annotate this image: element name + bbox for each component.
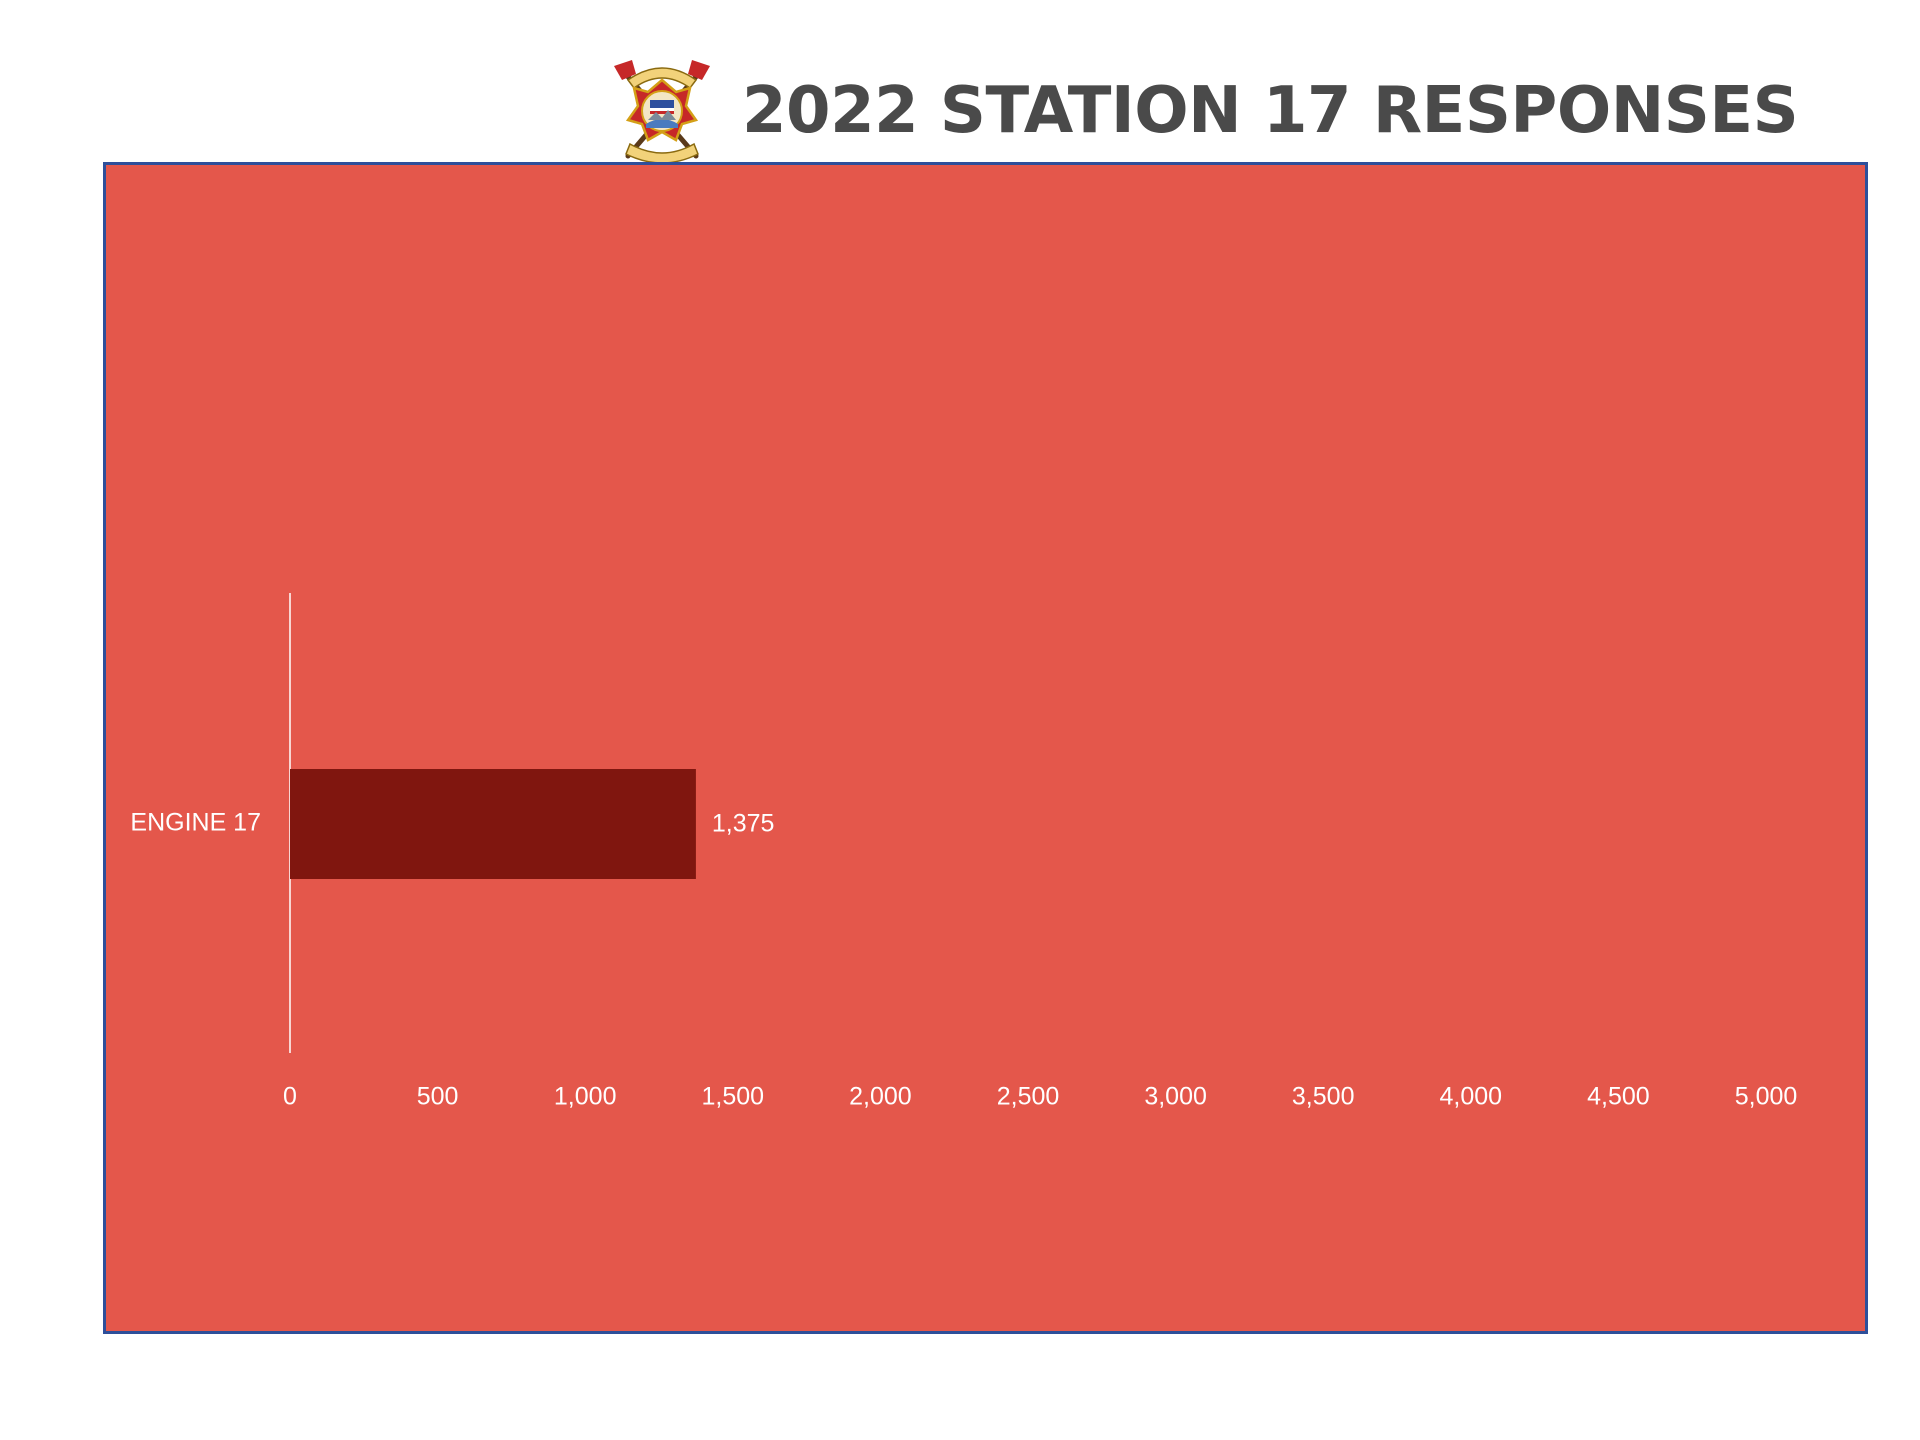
x-tick-label: 2,000: [849, 1083, 912, 1111]
bar-engine-17: [290, 769, 696, 879]
x-tick-label: 500: [417, 1083, 459, 1111]
x-tick-label: 0: [283, 1083, 297, 1111]
x-tick-label: 5,000: [1735, 1083, 1798, 1111]
data-label: 1,375: [712, 810, 775, 838]
x-tick-label: 1,000: [554, 1083, 617, 1111]
header: 2022 STATION 17 RESPONSES: [610, 58, 1799, 164]
logo-scroll-bottom: [625, 142, 699, 164]
category-label: ENGINE 17: [130, 809, 261, 837]
fire-department-badge-icon: [614, 60, 710, 164]
bar-chart: ENGINE 17 1,375 0 500 1,000 1,500 2,000 2,500 3,…: [130, 593, 1798, 1111]
x-tick-label: 3,000: [1144, 1083, 1207, 1111]
x-tick-label: 4,500: [1587, 1083, 1650, 1111]
chart-panel: ENGINE 17 1,375 0 500 1,000 1,500 2,000 2,500 3,…: [103, 162, 1868, 1334]
x-tick-label: 3,500: [1292, 1083, 1355, 1111]
page-title: 2022 STATION 17 RESPONSES: [742, 74, 1799, 148]
x-tick-label: 2,500: [997, 1083, 1060, 1111]
maltese-cross: [625, 78, 699, 142]
x-tick-label: 4,000: [1440, 1083, 1503, 1111]
x-tick-label: 1,500: [702, 1083, 765, 1111]
